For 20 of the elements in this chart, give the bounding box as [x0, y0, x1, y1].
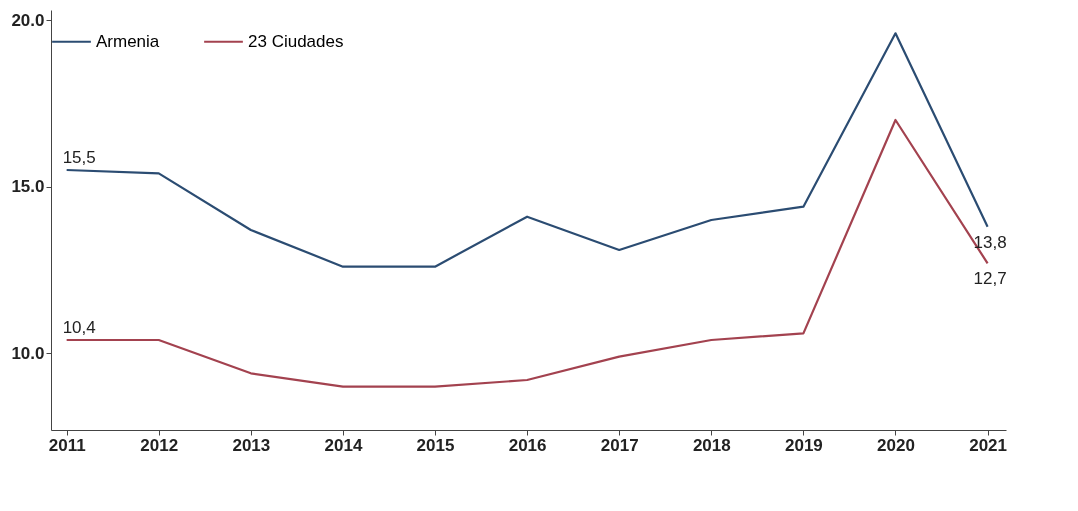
data-label: 15,5 — [62, 148, 96, 167]
x-tick-label: 2014 — [324, 435, 363, 455]
data-label: 12,7 — [973, 269, 1007, 289]
x-tick-label: 2018 — [692, 435, 731, 455]
x-tick-label: 2017 — [600, 435, 639, 455]
data-label: 13,8 — [973, 232, 1007, 252]
data-label: 10,4 — [62, 318, 96, 337]
x-tick-label: 2019 — [784, 435, 823, 455]
y-tick-label: 10.0 — [11, 343, 45, 363]
y-tick-label: 15.0 — [11, 177, 45, 197]
x-tick-label: 2016 — [508, 435, 547, 455]
x-tick-label: 2013 — [232, 435, 271, 455]
x-tick-label: 2020 — [877, 435, 915, 455]
x-tick-label: 2012 — [140, 435, 179, 455]
legend-label: 23 Ciudades — [248, 31, 344, 51]
y-tick-label: 20.0 — [11, 10, 45, 30]
x-tick-label: 2015 — [416, 435, 455, 455]
legend-label: Armenia — [96, 31, 160, 51]
x-tick-label: 2021 — [969, 435, 1007, 455]
x-tick-label: 2011 — [48, 435, 86, 455]
